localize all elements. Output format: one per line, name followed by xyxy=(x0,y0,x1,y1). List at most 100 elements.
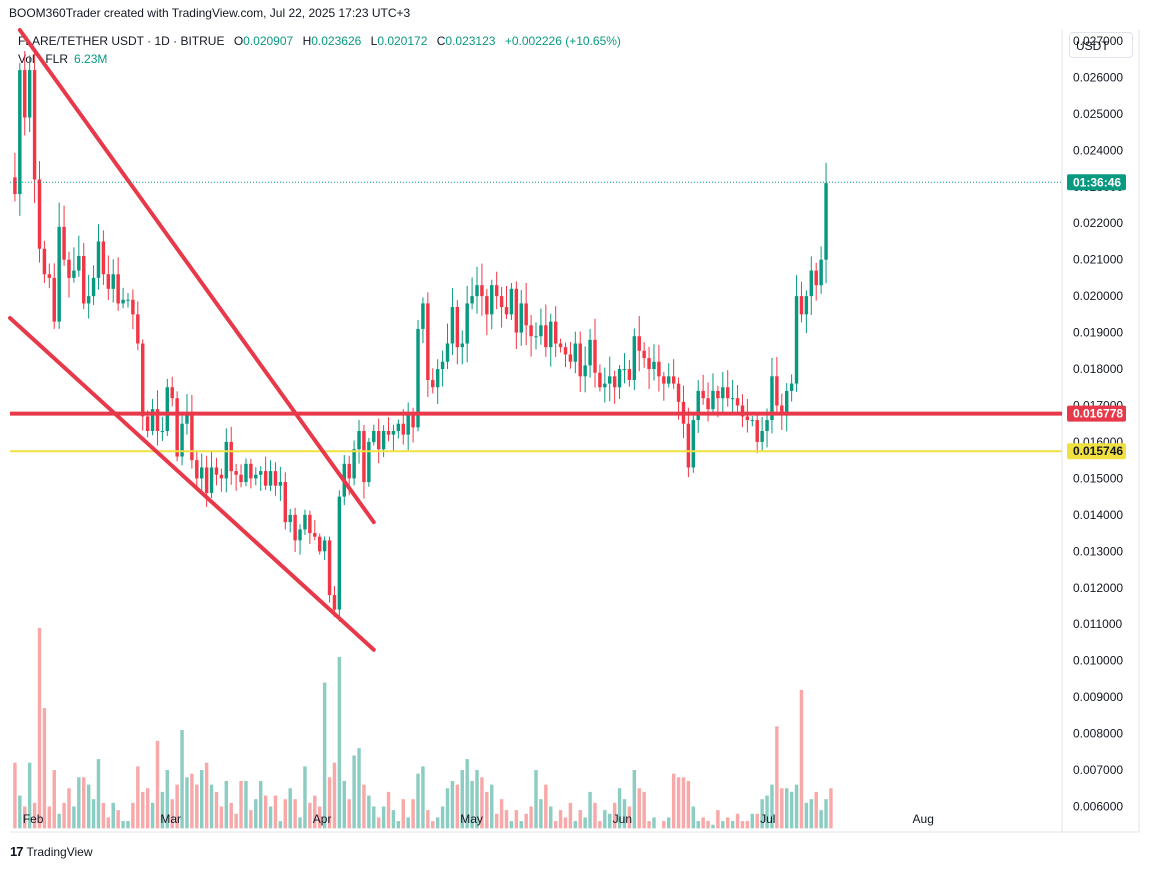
candle-body xyxy=(195,460,199,479)
volume-bar xyxy=(372,806,376,829)
volume-bar xyxy=(111,802,115,829)
price-axis[interactable]: 0.0270000.0260000.0250000.0240000.023000… xyxy=(1073,34,1123,814)
candle-body xyxy=(352,449,356,479)
time-tick-label: Apr xyxy=(313,812,332,826)
volume-bar xyxy=(426,810,430,829)
price-tick-label: 0.021000 xyxy=(1073,253,1123,267)
candle-body xyxy=(426,303,430,380)
price-tick-label: 0.020000 xyxy=(1073,289,1123,303)
volume-bar xyxy=(435,817,440,829)
candle-body xyxy=(573,343,578,362)
volume-bar xyxy=(421,766,425,829)
price-tick-label: 0.013000 xyxy=(1073,544,1123,558)
candle-body xyxy=(608,376,612,384)
candle-body xyxy=(603,383,607,388)
price-tick-label: 0.007000 xyxy=(1073,763,1123,777)
close-label: C xyxy=(436,34,446,48)
countdown-label-box xyxy=(1067,174,1126,191)
time-axis[interactable]: Feb Mar Apr May Jun Jul Aug xyxy=(23,812,934,826)
volume-bar xyxy=(612,802,617,829)
candle-body xyxy=(214,467,219,475)
price-tick-label: 0.015000 xyxy=(1073,471,1123,485)
candle-body xyxy=(593,339,597,373)
symbol-title[interactable]: FLARE/TETHER USDT · 1D · BITRUE xyxy=(18,34,225,48)
volume-bar xyxy=(337,657,342,829)
volume-bar xyxy=(396,821,401,829)
high-label: H xyxy=(302,34,312,48)
volume-bar xyxy=(549,806,553,829)
volume-bar xyxy=(568,802,573,829)
volume-bar xyxy=(352,755,356,829)
volume-bar xyxy=(716,810,720,829)
volume-bar xyxy=(770,784,774,829)
candle-body xyxy=(716,390,720,399)
volume-bar xyxy=(406,817,410,829)
candle-body xyxy=(32,70,37,180)
candle-body xyxy=(617,369,622,388)
volume-bar xyxy=(445,788,450,829)
volume-bar xyxy=(642,791,646,829)
volume-bar xyxy=(504,810,509,829)
candle-body xyxy=(740,405,745,417)
candle-body xyxy=(804,296,809,315)
candle-body xyxy=(165,387,170,431)
candle-body xyxy=(632,336,637,380)
candle-body xyxy=(431,379,435,388)
volume-bar xyxy=(544,784,548,829)
volume-bar xyxy=(431,821,435,829)
candle-body xyxy=(121,299,125,304)
candle-body xyxy=(588,339,592,366)
candle-body xyxy=(637,336,641,351)
time-tick-label: Feb xyxy=(23,812,44,826)
close-value: 0.023123 xyxy=(445,34,496,48)
price-tick-label: 0.009000 xyxy=(1073,690,1123,704)
price-tick-label: 0.019000 xyxy=(1073,326,1123,340)
candle-body xyxy=(598,372,602,388)
volume-bar xyxy=(57,813,61,829)
volume-bar xyxy=(725,817,730,829)
volume-bar xyxy=(652,817,656,829)
volume-bar xyxy=(455,784,460,829)
volume-bar xyxy=(647,821,651,829)
candle-body xyxy=(141,343,145,417)
candle-body xyxy=(563,347,568,355)
candle-body xyxy=(91,277,96,297)
candle-body xyxy=(258,471,263,475)
candle-body xyxy=(691,420,696,468)
volume-bar xyxy=(534,770,538,829)
candle-body xyxy=(67,259,71,278)
candle-body xyxy=(77,256,81,271)
candle-body xyxy=(396,423,401,431)
candle-body xyxy=(612,376,617,388)
candle-body xyxy=(539,325,543,337)
candle-body xyxy=(730,398,735,400)
candle-body xyxy=(42,248,47,275)
candle-body xyxy=(780,405,784,413)
price-tick-label: 0.011000 xyxy=(1073,617,1122,631)
candle-body xyxy=(219,474,224,479)
candle-body xyxy=(755,420,759,442)
volume-bar xyxy=(72,806,76,829)
volume-bar xyxy=(116,810,120,829)
currency-button[interactable]: USDT xyxy=(1069,32,1133,58)
candle-body xyxy=(357,431,361,450)
volume-bar xyxy=(573,821,578,829)
price-tick-label: 0.006000 xyxy=(1073,799,1123,813)
price-tick-label: 0.024000 xyxy=(1073,143,1123,157)
candle-body xyxy=(534,336,538,338)
candle-body xyxy=(583,365,587,377)
volume-bar xyxy=(131,802,135,829)
volume-bar xyxy=(180,729,184,829)
candle-body xyxy=(696,390,700,421)
candle-body xyxy=(234,471,238,475)
volume-bar xyxy=(165,770,170,829)
volume-bar xyxy=(499,799,504,829)
volume-bar xyxy=(234,813,238,829)
volume-bar xyxy=(224,780,229,829)
volume-bar xyxy=(32,802,37,829)
candle-body xyxy=(283,482,288,523)
volume-bar xyxy=(170,799,174,829)
candle-body xyxy=(72,270,76,278)
candle-body xyxy=(642,350,646,359)
